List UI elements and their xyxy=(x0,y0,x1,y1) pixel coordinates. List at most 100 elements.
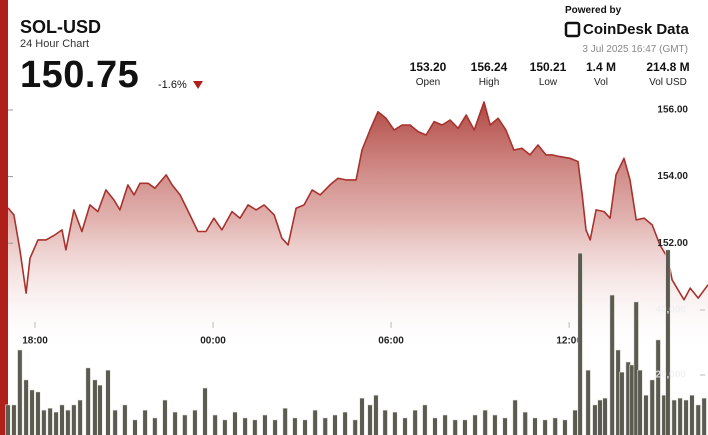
volume-bar xyxy=(542,419,548,435)
timestamp: 3 Jul 2025 16:47 (GMT) xyxy=(582,44,688,55)
stat-value: 1.4 M xyxy=(585,60,616,74)
accent-bar xyxy=(0,0,8,435)
volume-bar xyxy=(97,384,103,435)
volume-bar xyxy=(162,399,168,435)
volume-bar xyxy=(572,409,578,435)
stat: 156.24 High xyxy=(454,60,524,88)
x-tick-label: 12:00 xyxy=(556,336,582,347)
volume-bar xyxy=(222,419,228,435)
stat-label: Vol USD xyxy=(649,77,687,88)
volume-bar xyxy=(492,414,498,435)
volume-bar xyxy=(5,404,11,435)
volume-bar xyxy=(252,419,258,435)
x-tick-label: 06:00 xyxy=(378,336,404,347)
volume-bar xyxy=(302,419,308,435)
volume-bar xyxy=(655,339,661,435)
volume-bar xyxy=(17,349,23,435)
volume-bar xyxy=(332,414,338,435)
volume-bar xyxy=(182,414,188,435)
volume-bar xyxy=(552,417,558,435)
y-tick-label: 152.00 xyxy=(657,238,688,249)
stat-value: 153.20 xyxy=(409,60,447,74)
volume-bar xyxy=(602,397,608,435)
volume-bar xyxy=(522,411,528,435)
volume-bar xyxy=(609,294,615,435)
volume-bar xyxy=(132,419,138,435)
volume-bar xyxy=(65,409,71,435)
volume-bar xyxy=(665,249,671,435)
stat: 150.21 Low xyxy=(513,60,583,88)
volume-bar xyxy=(472,414,478,435)
volume-bar xyxy=(671,399,677,435)
volume-bar xyxy=(35,391,41,435)
volume-bar xyxy=(422,404,428,435)
volume-bar xyxy=(71,404,77,435)
volume-bar xyxy=(577,252,583,435)
stat-label: High xyxy=(478,77,500,88)
volume-bar xyxy=(637,369,643,435)
volume-bar xyxy=(11,404,17,435)
volume-bar xyxy=(282,407,288,435)
volume-bar xyxy=(29,389,35,435)
volume-bar xyxy=(272,419,278,435)
stat-label: Open xyxy=(415,77,441,88)
change: -1.6% xyxy=(158,79,187,91)
volume-bar xyxy=(619,371,625,435)
volume-bar xyxy=(592,404,598,435)
price-area xyxy=(8,102,708,435)
volume-bar xyxy=(112,409,118,435)
volume-bar xyxy=(77,399,83,435)
volume-bar xyxy=(292,417,298,435)
volume-bar xyxy=(322,417,328,435)
stat: 153.20 Open xyxy=(393,60,463,88)
y2-tick-label: 40,000 xyxy=(655,305,686,316)
y-tick-label: 154.00 xyxy=(657,171,688,182)
volume-bar xyxy=(359,397,365,435)
volume-bar xyxy=(502,417,508,435)
volume-bar xyxy=(373,394,379,435)
brand: CoinDesk Data xyxy=(583,21,689,38)
volume-bar xyxy=(432,417,438,435)
subtitle: 24 Hour Chart xyxy=(20,38,90,50)
volume-bar xyxy=(532,417,538,435)
volume-bar xyxy=(412,409,418,435)
volume-bar xyxy=(342,411,348,435)
volume-bar xyxy=(53,411,59,435)
volume-bar xyxy=(392,411,398,435)
stat-label: Vol xyxy=(594,77,608,88)
volume-bar xyxy=(23,379,29,435)
stat-value: 214.8 M xyxy=(646,60,690,74)
volume-bar xyxy=(462,419,468,435)
x-tick-label: 00:00 xyxy=(200,336,226,347)
volume-bar xyxy=(482,409,488,435)
price-line xyxy=(7,101,708,301)
stat-value: 150.21 xyxy=(529,60,567,74)
volume-bar xyxy=(142,409,148,435)
volume-bar xyxy=(192,409,198,435)
volume-bar xyxy=(47,407,53,435)
volume-bar xyxy=(695,404,701,435)
volume-bar xyxy=(689,394,695,435)
powered-by: Powered by xyxy=(565,5,622,16)
volume-bar xyxy=(585,369,591,435)
y-tick-label: 156.00 xyxy=(657,105,688,116)
volume-bar xyxy=(172,411,178,435)
volume-bar xyxy=(352,419,358,435)
symbol: SOL-USD xyxy=(20,17,101,37)
volume-bar xyxy=(367,404,373,435)
volume-bar xyxy=(92,379,98,435)
volume-bar xyxy=(59,404,65,435)
x-tick-label: 18:00 xyxy=(22,336,48,347)
price: 150.75 xyxy=(20,54,140,96)
volume-bar xyxy=(202,387,208,435)
stat: 1.4 M Vol xyxy=(566,60,636,88)
volume-bar xyxy=(452,419,458,435)
volume-bar xyxy=(512,399,518,435)
volume-bar xyxy=(312,409,318,435)
volume-bar xyxy=(85,367,91,435)
volume-bar xyxy=(683,399,689,435)
volume-bar xyxy=(242,417,248,435)
volume-bar xyxy=(597,399,603,435)
